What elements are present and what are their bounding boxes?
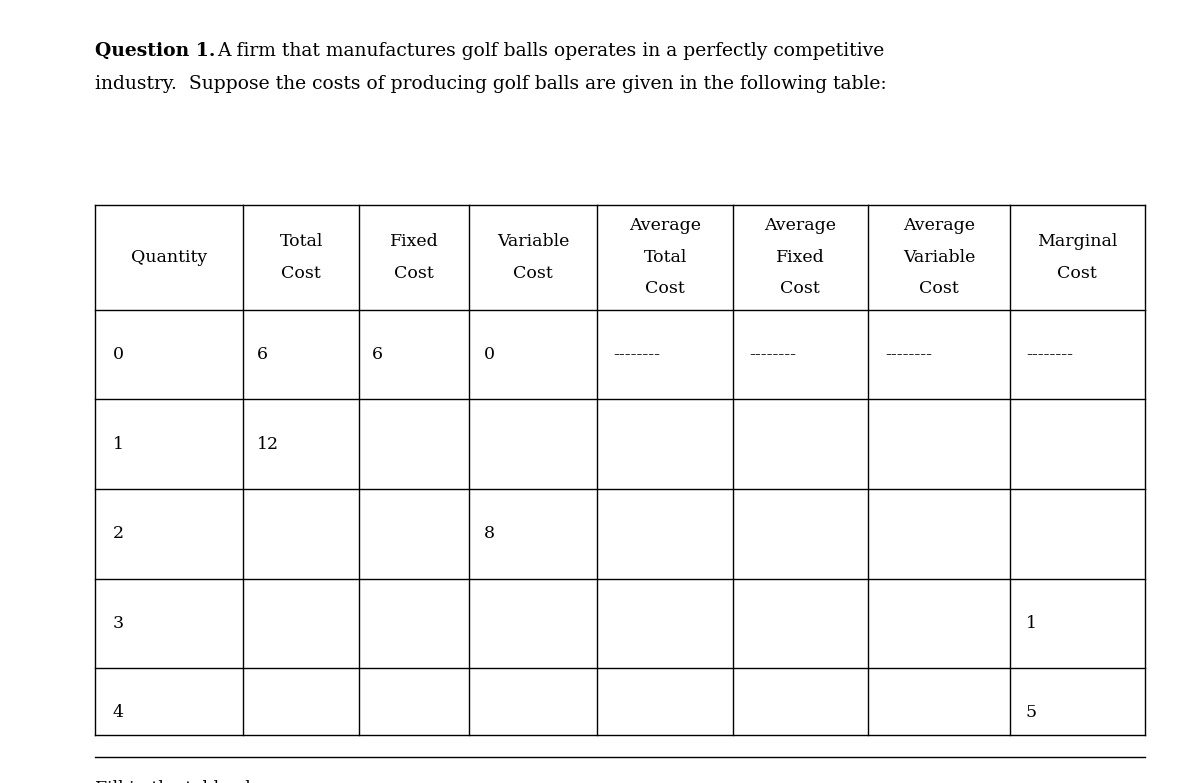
Text: 0: 0	[484, 346, 496, 363]
Text: 1: 1	[1026, 615, 1037, 632]
Text: Average: Average	[629, 218, 701, 234]
Text: A firm that manufactures golf balls operates in a perfectly competitive: A firm that manufactures golf balls oper…	[217, 42, 884, 60]
Text: Average: Average	[764, 218, 836, 234]
Text: Cost: Cost	[281, 265, 322, 282]
Text: Quantity: Quantity	[131, 249, 208, 266]
Text: Cost: Cost	[919, 280, 959, 298]
Text: Question 1.: Question 1.	[95, 42, 215, 60]
Text: 2: 2	[113, 525, 124, 543]
Text: Cost: Cost	[394, 265, 433, 282]
Text: --------: --------	[613, 346, 661, 363]
Text: 6: 6	[257, 346, 268, 363]
Text: 8: 8	[484, 525, 496, 543]
Text: 1: 1	[113, 436, 124, 453]
Text: 4: 4	[113, 704, 124, 721]
Text: 6: 6	[372, 346, 383, 363]
Text: 12: 12	[257, 436, 280, 453]
Text: Total: Total	[280, 233, 323, 251]
Text: Variable: Variable	[902, 249, 976, 266]
Text: 5: 5	[1026, 704, 1037, 721]
Text: Fixed: Fixed	[776, 249, 824, 266]
Text: Fixed: Fixed	[390, 233, 438, 251]
Text: Variable: Variable	[497, 233, 569, 251]
Text: Cost: Cost	[514, 265, 553, 282]
Text: Total: Total	[643, 249, 686, 266]
Text: --------: --------	[886, 346, 932, 363]
Text: Marginal: Marginal	[1037, 233, 1117, 251]
Text: Cost: Cost	[1057, 265, 1097, 282]
Text: --------: --------	[749, 346, 796, 363]
Text: 0: 0	[113, 346, 124, 363]
Text: Fill in the table above.: Fill in the table above.	[95, 780, 293, 783]
Text: Cost: Cost	[646, 280, 685, 298]
Text: Cost: Cost	[780, 280, 821, 298]
Text: --------: --------	[1026, 346, 1073, 363]
Text: Average: Average	[902, 218, 974, 234]
Text: 3: 3	[113, 615, 124, 632]
Text: industry.  Suppose the costs of producing golf balls are given in the following : industry. Suppose the costs of producing…	[95, 75, 887, 93]
